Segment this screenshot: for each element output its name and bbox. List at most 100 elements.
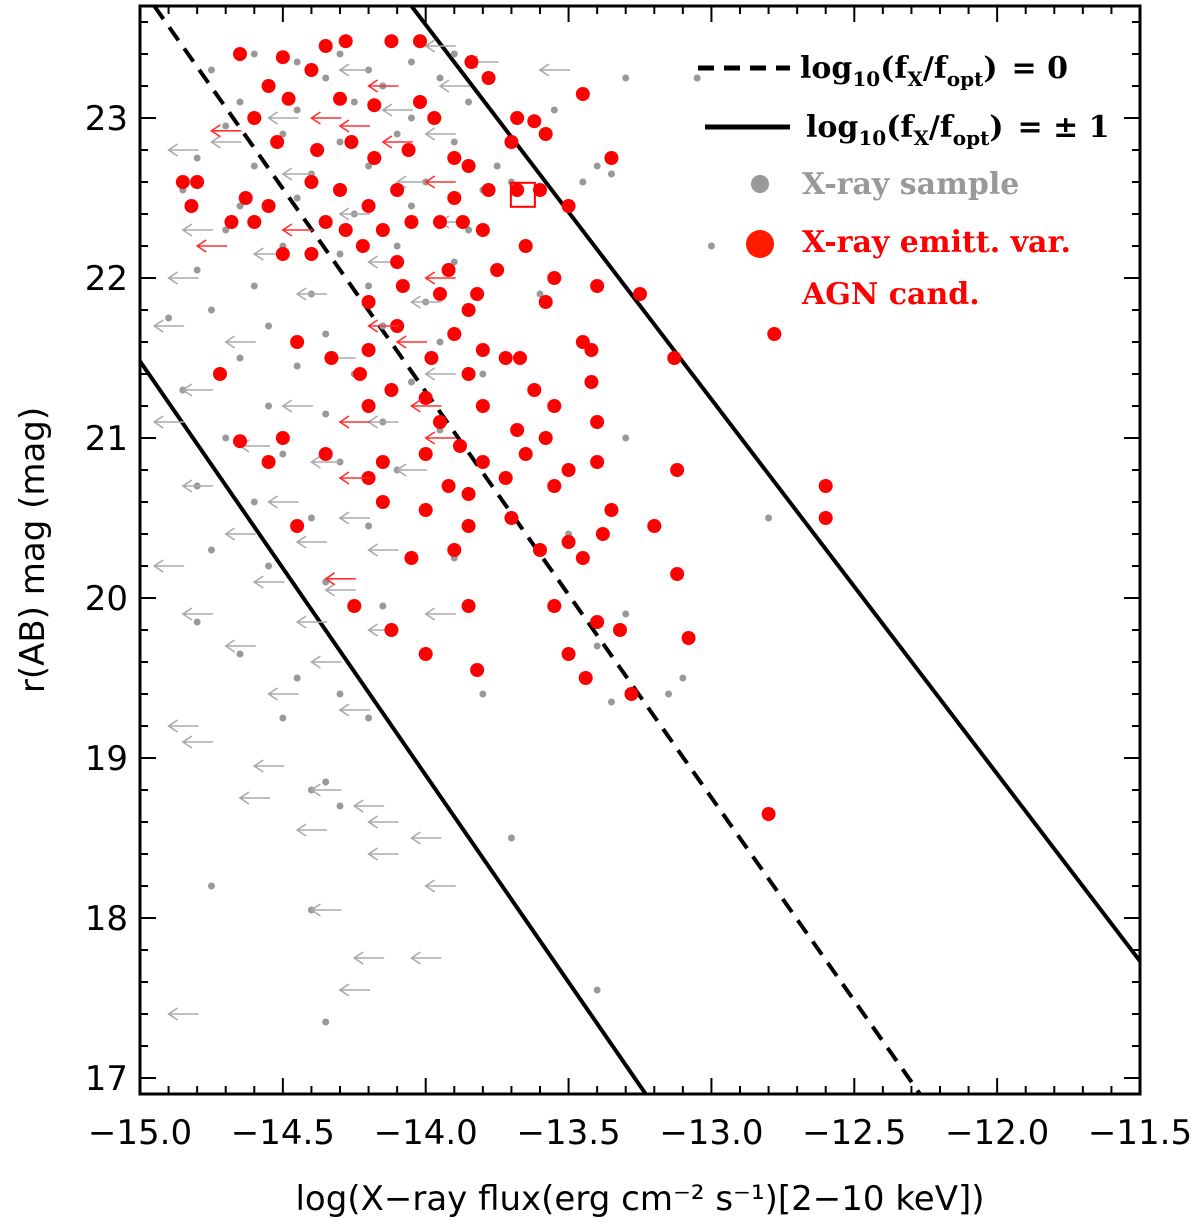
gray-upper-limit-arrow-path xyxy=(409,295,442,309)
red-point xyxy=(455,215,470,229)
gray-point xyxy=(279,130,287,138)
gray-point xyxy=(265,322,273,330)
gray-point xyxy=(607,170,615,178)
red-point xyxy=(498,471,513,485)
red-upper-limit-arrow-path xyxy=(338,119,370,133)
gray-point xyxy=(207,306,215,314)
gray-upper-limit-arrow-path xyxy=(309,455,342,469)
red-point xyxy=(355,239,370,253)
gray-upper-limit-arrow-path xyxy=(409,831,442,845)
gray-point xyxy=(507,834,515,842)
gray-upper-limit-arrow xyxy=(309,783,342,797)
red-point xyxy=(333,183,347,197)
gray-upper-limit-arrow-path xyxy=(181,383,213,397)
red-point xyxy=(224,215,239,229)
gray-point xyxy=(293,106,301,114)
gray-point xyxy=(322,74,330,82)
red-point xyxy=(475,399,490,413)
red-point xyxy=(375,495,390,509)
gray-upper-limit-arrow xyxy=(152,559,185,573)
legend-dashed-sub-a: X xyxy=(907,67,923,91)
gray-point xyxy=(450,50,458,58)
gray-point xyxy=(665,690,673,698)
gray-point xyxy=(293,194,301,202)
gray-point xyxy=(336,802,344,810)
red-point xyxy=(413,34,427,49)
gray-upper-limit-arrow-path xyxy=(252,575,285,589)
red-upper-limit-arrow-path xyxy=(209,124,242,138)
red-point xyxy=(504,135,519,149)
red-point xyxy=(547,479,562,493)
legend-solid-expr-b: /f xyxy=(929,110,955,145)
legend-dashed-log: log xyxy=(800,51,852,86)
gray-upper-limit-arrow xyxy=(409,295,442,309)
legend-dashed-expr-c: ) xyxy=(983,51,997,86)
gray-upper-limit-arrow-path xyxy=(538,63,570,77)
gray-upper-limit-arrow-path xyxy=(309,783,342,797)
red-point xyxy=(304,247,319,261)
gray-point xyxy=(479,690,487,698)
gray-upper-limit-arrow xyxy=(309,655,342,669)
gray-point xyxy=(336,690,344,698)
gray-upper-limit-arrow xyxy=(367,847,399,861)
gray-upper-limit-arrow xyxy=(424,607,456,621)
legend-gray-marker xyxy=(751,175,769,193)
red-point xyxy=(361,199,376,213)
red-point xyxy=(184,199,199,213)
gray-upper-limit-arrow-path xyxy=(424,879,456,893)
gray-point xyxy=(322,778,330,786)
gray-upper-limit-arrow xyxy=(438,79,470,93)
gray-upper-limit-arrow xyxy=(395,463,428,477)
red-point xyxy=(481,71,496,85)
legend-gray-label: X-ray sample xyxy=(802,167,1019,202)
gray-upper-limit-arrow xyxy=(252,759,285,773)
red-point xyxy=(433,287,447,301)
red-upper-limit-arrow-path xyxy=(395,335,428,349)
gray-point xyxy=(307,514,315,522)
red-point xyxy=(361,399,376,413)
gray-point xyxy=(279,714,287,722)
gray-point xyxy=(222,434,230,442)
gray-upper-limit-arrow-path xyxy=(338,63,370,77)
red-point xyxy=(475,455,490,469)
gray-point xyxy=(193,266,201,274)
gray-upper-limit-arrow xyxy=(395,175,428,189)
y-tick-label: 22 xyxy=(85,259,128,299)
gray-upper-limit-arrow xyxy=(538,63,570,77)
red-point xyxy=(761,807,776,821)
red-point xyxy=(681,631,696,645)
red-point xyxy=(338,34,353,49)
red-points-layer xyxy=(175,34,833,821)
gray-upper-limit-arrow xyxy=(167,1007,199,1021)
red-point xyxy=(247,215,262,229)
gray-upper-limit-arrow xyxy=(281,167,313,181)
gray-point xyxy=(236,650,244,658)
gray-upper-limit-arrow-path xyxy=(409,951,442,965)
gray-upper-limit-arrow-path xyxy=(424,127,456,141)
red-point xyxy=(527,114,542,129)
gray-upper-limit-arrow xyxy=(424,39,456,53)
red-point xyxy=(384,383,399,397)
gray-upper-limit-arrow xyxy=(338,63,370,77)
gray-point xyxy=(593,642,601,650)
red-point xyxy=(190,175,205,189)
red-point xyxy=(175,175,190,189)
gray-point xyxy=(293,58,301,66)
gray-point xyxy=(193,154,201,162)
red-point xyxy=(590,415,605,429)
red-point xyxy=(767,327,782,341)
red-point xyxy=(475,223,490,237)
gray-upper-limit-arrow-path xyxy=(367,815,399,829)
gray-upper-limit-arrow xyxy=(309,903,342,917)
legend-dashed-label: log10(fX/fopt) = 0 xyxy=(800,51,1068,91)
red-point xyxy=(584,375,599,389)
red-upper-limit-arrow xyxy=(281,223,313,237)
legend-dashed-expr-b: /f xyxy=(923,51,949,86)
red-point xyxy=(561,199,576,213)
gray-upper-limit-arrow-path xyxy=(209,135,242,149)
red-upper-limit-arrow xyxy=(367,79,399,93)
red-point xyxy=(633,287,647,301)
red-point xyxy=(418,447,433,461)
red-upper-limit-arrow xyxy=(338,415,370,429)
legend-solid-log: log xyxy=(806,110,858,145)
